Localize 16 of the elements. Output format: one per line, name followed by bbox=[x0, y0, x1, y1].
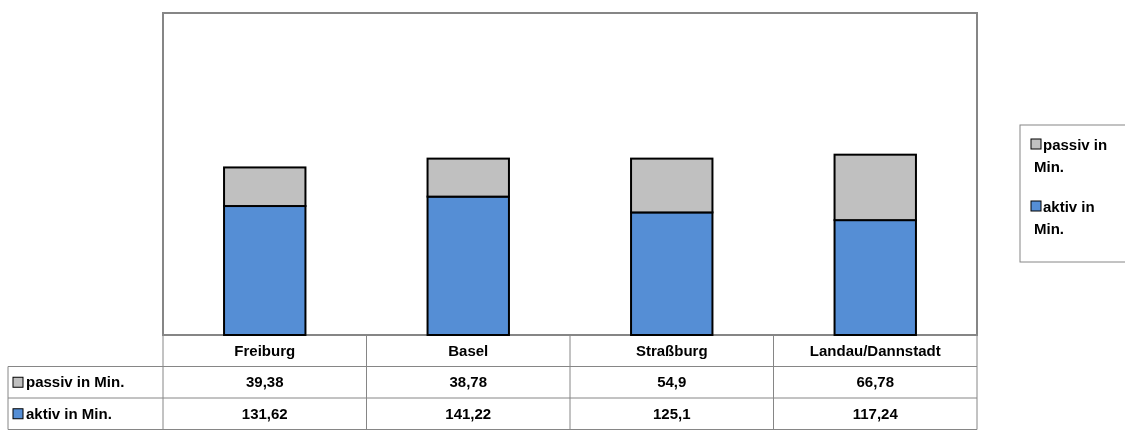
x-tick-label: Basel bbox=[448, 341, 489, 359]
text: passiv in Min. bbox=[26, 373, 125, 391]
text: aktiv in Min. bbox=[26, 404, 112, 422]
data-label: 38,78 bbox=[449, 373, 488, 391]
data-label: 125,1 bbox=[652, 404, 691, 422]
legend-label: aktiv in Min. bbox=[1034, 198, 1095, 237]
x-tick-label: Freiburg bbox=[234, 341, 296, 359]
data-label: 54,9 bbox=[657, 373, 687, 391]
data-label: 141,22 bbox=[445, 404, 492, 422]
data-label: 39,38 bbox=[245, 373, 284, 391]
x-tick-label: Landau/Dannstadt bbox=[809, 341, 941, 359]
x-tick-label: Straßburg bbox=[635, 341, 708, 359]
data-label: 131,62 bbox=[241, 404, 288, 422]
data-label: 117,24 bbox=[852, 404, 899, 422]
legend-label: passiv in Min. bbox=[1034, 136, 1108, 175]
data-label: 66,78 bbox=[856, 373, 895, 391]
